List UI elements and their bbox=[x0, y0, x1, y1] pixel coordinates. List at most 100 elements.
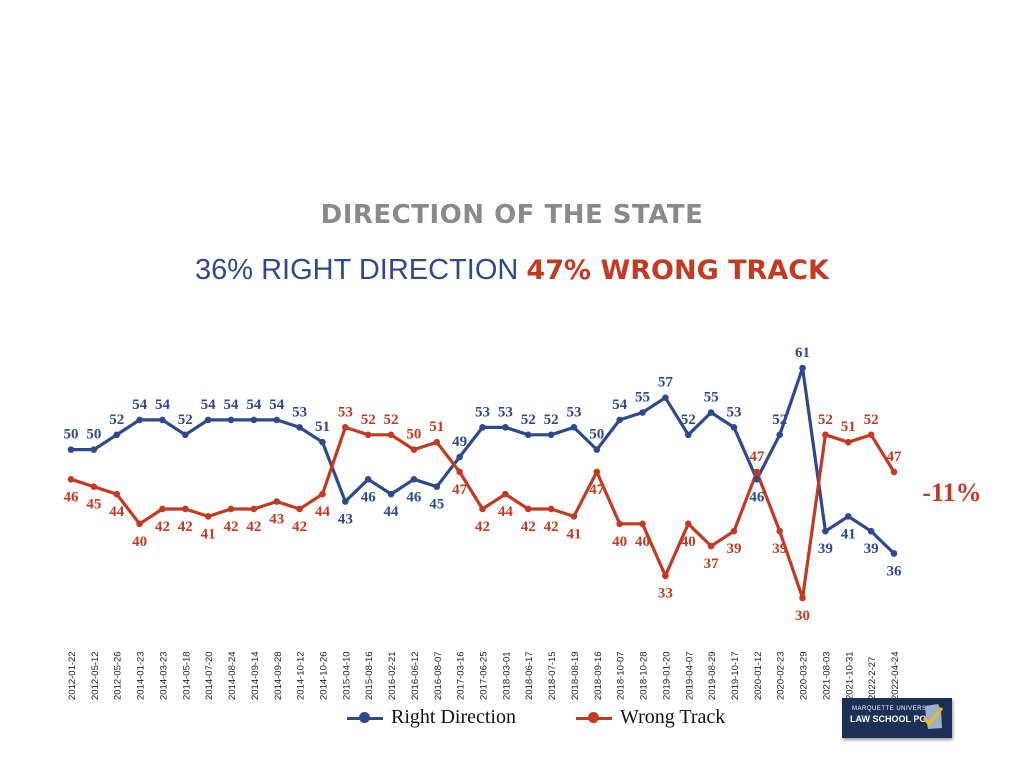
point-wrong bbox=[227, 505, 235, 513]
x-tick-label: 2021-10-31 bbox=[844, 651, 855, 700]
x-tick-label: 2019-08-29 bbox=[707, 651, 718, 700]
data-label-wrong: 52 bbox=[384, 412, 399, 428]
point-right bbox=[319, 438, 326, 446]
point-wrong bbox=[730, 527, 738, 535]
point-right bbox=[204, 416, 212, 424]
point-right bbox=[159, 416, 166, 424]
marquette-logo: MARQUETTE UNIVERSITY LAW SCHOOL POLL bbox=[842, 698, 952, 738]
point-wrong bbox=[410, 446, 418, 453]
x-tick-label: 2022-04-24 bbox=[890, 651, 901, 700]
point-wrong bbox=[822, 431, 829, 439]
data-label-right: 44 bbox=[384, 504, 400, 520]
x-tick-label: 2014-05-18 bbox=[181, 651, 192, 700]
legend-marker-right bbox=[347, 708, 383, 728]
point-wrong bbox=[159, 505, 166, 513]
data-label-right: 50 bbox=[64, 427, 79, 443]
x-tick-label: 2018-09-16 bbox=[593, 651, 604, 700]
x-tick-label: 2015-04-10 bbox=[341, 651, 352, 700]
subtitle: 36% RIGHT DIRECTION 47% WRONG TRACK bbox=[0, 254, 1024, 287]
data-label-right: 52 bbox=[521, 412, 536, 428]
point-wrong bbox=[433, 438, 441, 446]
x-tick-label: 2014-01-23 bbox=[136, 651, 147, 700]
point-wrong bbox=[90, 483, 98, 491]
point-wrong bbox=[570, 513, 578, 520]
data-label-right: 39 bbox=[864, 541, 879, 557]
point-wrong bbox=[113, 490, 121, 498]
point-right bbox=[90, 446, 98, 453]
point-right bbox=[433, 483, 441, 491]
point-wrong bbox=[639, 520, 646, 528]
data-label-right: 54 bbox=[269, 397, 285, 413]
data-label-wrong: 42 bbox=[224, 519, 239, 535]
point-right bbox=[844, 513, 852, 520]
point-right bbox=[273, 416, 281, 424]
x-tick-label: 2014-03-23 bbox=[158, 651, 169, 700]
data-label-wrong: 52 bbox=[818, 412, 833, 428]
data-label-wrong: 39 bbox=[772, 541, 787, 557]
difference-label: -11% bbox=[922, 478, 981, 507]
x-tick-label: 2021-08-03 bbox=[821, 651, 832, 700]
data-label-right: 39 bbox=[818, 541, 833, 557]
point-wrong bbox=[684, 520, 692, 528]
data-label-right: 55 bbox=[635, 390, 650, 406]
point-right bbox=[616, 416, 623, 424]
data-label-wrong: 43 bbox=[269, 512, 284, 528]
data-label-right: 46 bbox=[406, 489, 422, 505]
x-tick-label: 2022-2-27 bbox=[867, 657, 878, 700]
point-wrong bbox=[67, 475, 75, 483]
point-right bbox=[867, 527, 875, 535]
data-label-right: 46 bbox=[361, 489, 377, 505]
x-tick-label: 2019-01-20 bbox=[661, 651, 672, 700]
legend-label-wrong: Wrong Track bbox=[620, 706, 726, 728]
wisconsin-checkmark-icon bbox=[922, 704, 944, 729]
point-wrong bbox=[799, 594, 806, 602]
x-tick-label: 2018-06-17 bbox=[524, 651, 535, 700]
data-label-wrong: 44 bbox=[109, 504, 125, 520]
data-label-wrong: 42 bbox=[178, 519, 193, 535]
data-label-right: 54 bbox=[224, 397, 240, 413]
data-label-right: 36 bbox=[887, 563, 903, 579]
data-label-wrong: 39 bbox=[726, 541, 741, 557]
point-right bbox=[250, 416, 258, 424]
point-right bbox=[113, 431, 121, 439]
point-right bbox=[662, 394, 669, 401]
point-wrong bbox=[867, 431, 875, 439]
x-tick-label: 2014-09-14 bbox=[250, 651, 261, 700]
point-wrong bbox=[616, 520, 623, 528]
x-tick-label: 2018-03-01 bbox=[501, 651, 512, 700]
data-label-wrong: 37 bbox=[704, 556, 720, 572]
point-wrong bbox=[273, 498, 281, 505]
data-label-right: 54 bbox=[155, 397, 171, 413]
data-label-right: 54 bbox=[201, 397, 217, 413]
data-label-wrong: 44 bbox=[498, 504, 514, 520]
data-label-right: 54 bbox=[612, 397, 628, 413]
point-right bbox=[456, 453, 463, 461]
data-label-wrong: 33 bbox=[658, 586, 673, 602]
data-label-right: 53 bbox=[726, 404, 741, 420]
wrong-track-summary: 47% WRONG TRACK bbox=[526, 255, 829, 286]
data-label-wrong: 42 bbox=[544, 519, 559, 535]
point-right bbox=[890, 550, 898, 557]
data-label-right: 46 bbox=[749, 489, 765, 505]
point-wrong bbox=[342, 424, 349, 431]
legend-marker-wrong bbox=[576, 708, 612, 728]
point-wrong bbox=[136, 520, 143, 528]
data-label-wrong: 42 bbox=[475, 519, 490, 535]
x-tick-label: 2020-03-29 bbox=[799, 651, 810, 700]
data-label-wrong: 44 bbox=[315, 504, 331, 520]
data-label-wrong: 40 bbox=[635, 534, 650, 550]
data-label-wrong: 52 bbox=[864, 412, 879, 428]
point-wrong bbox=[844, 438, 852, 446]
point-right bbox=[684, 431, 692, 439]
x-tick-label: 2020-02-23 bbox=[776, 651, 787, 700]
data-label-right: 53 bbox=[566, 404, 581, 420]
point-wrong bbox=[890, 468, 898, 476]
data-label-right: 51 bbox=[315, 419, 330, 435]
data-label-wrong: 42 bbox=[246, 519, 261, 535]
point-wrong bbox=[250, 505, 258, 513]
x-tick-label: 2016-08-07 bbox=[433, 651, 444, 700]
point-right bbox=[753, 475, 761, 483]
data-label-wrong: 52 bbox=[361, 412, 376, 428]
data-label-wrong: 41 bbox=[201, 526, 216, 542]
point-wrong bbox=[479, 505, 486, 513]
